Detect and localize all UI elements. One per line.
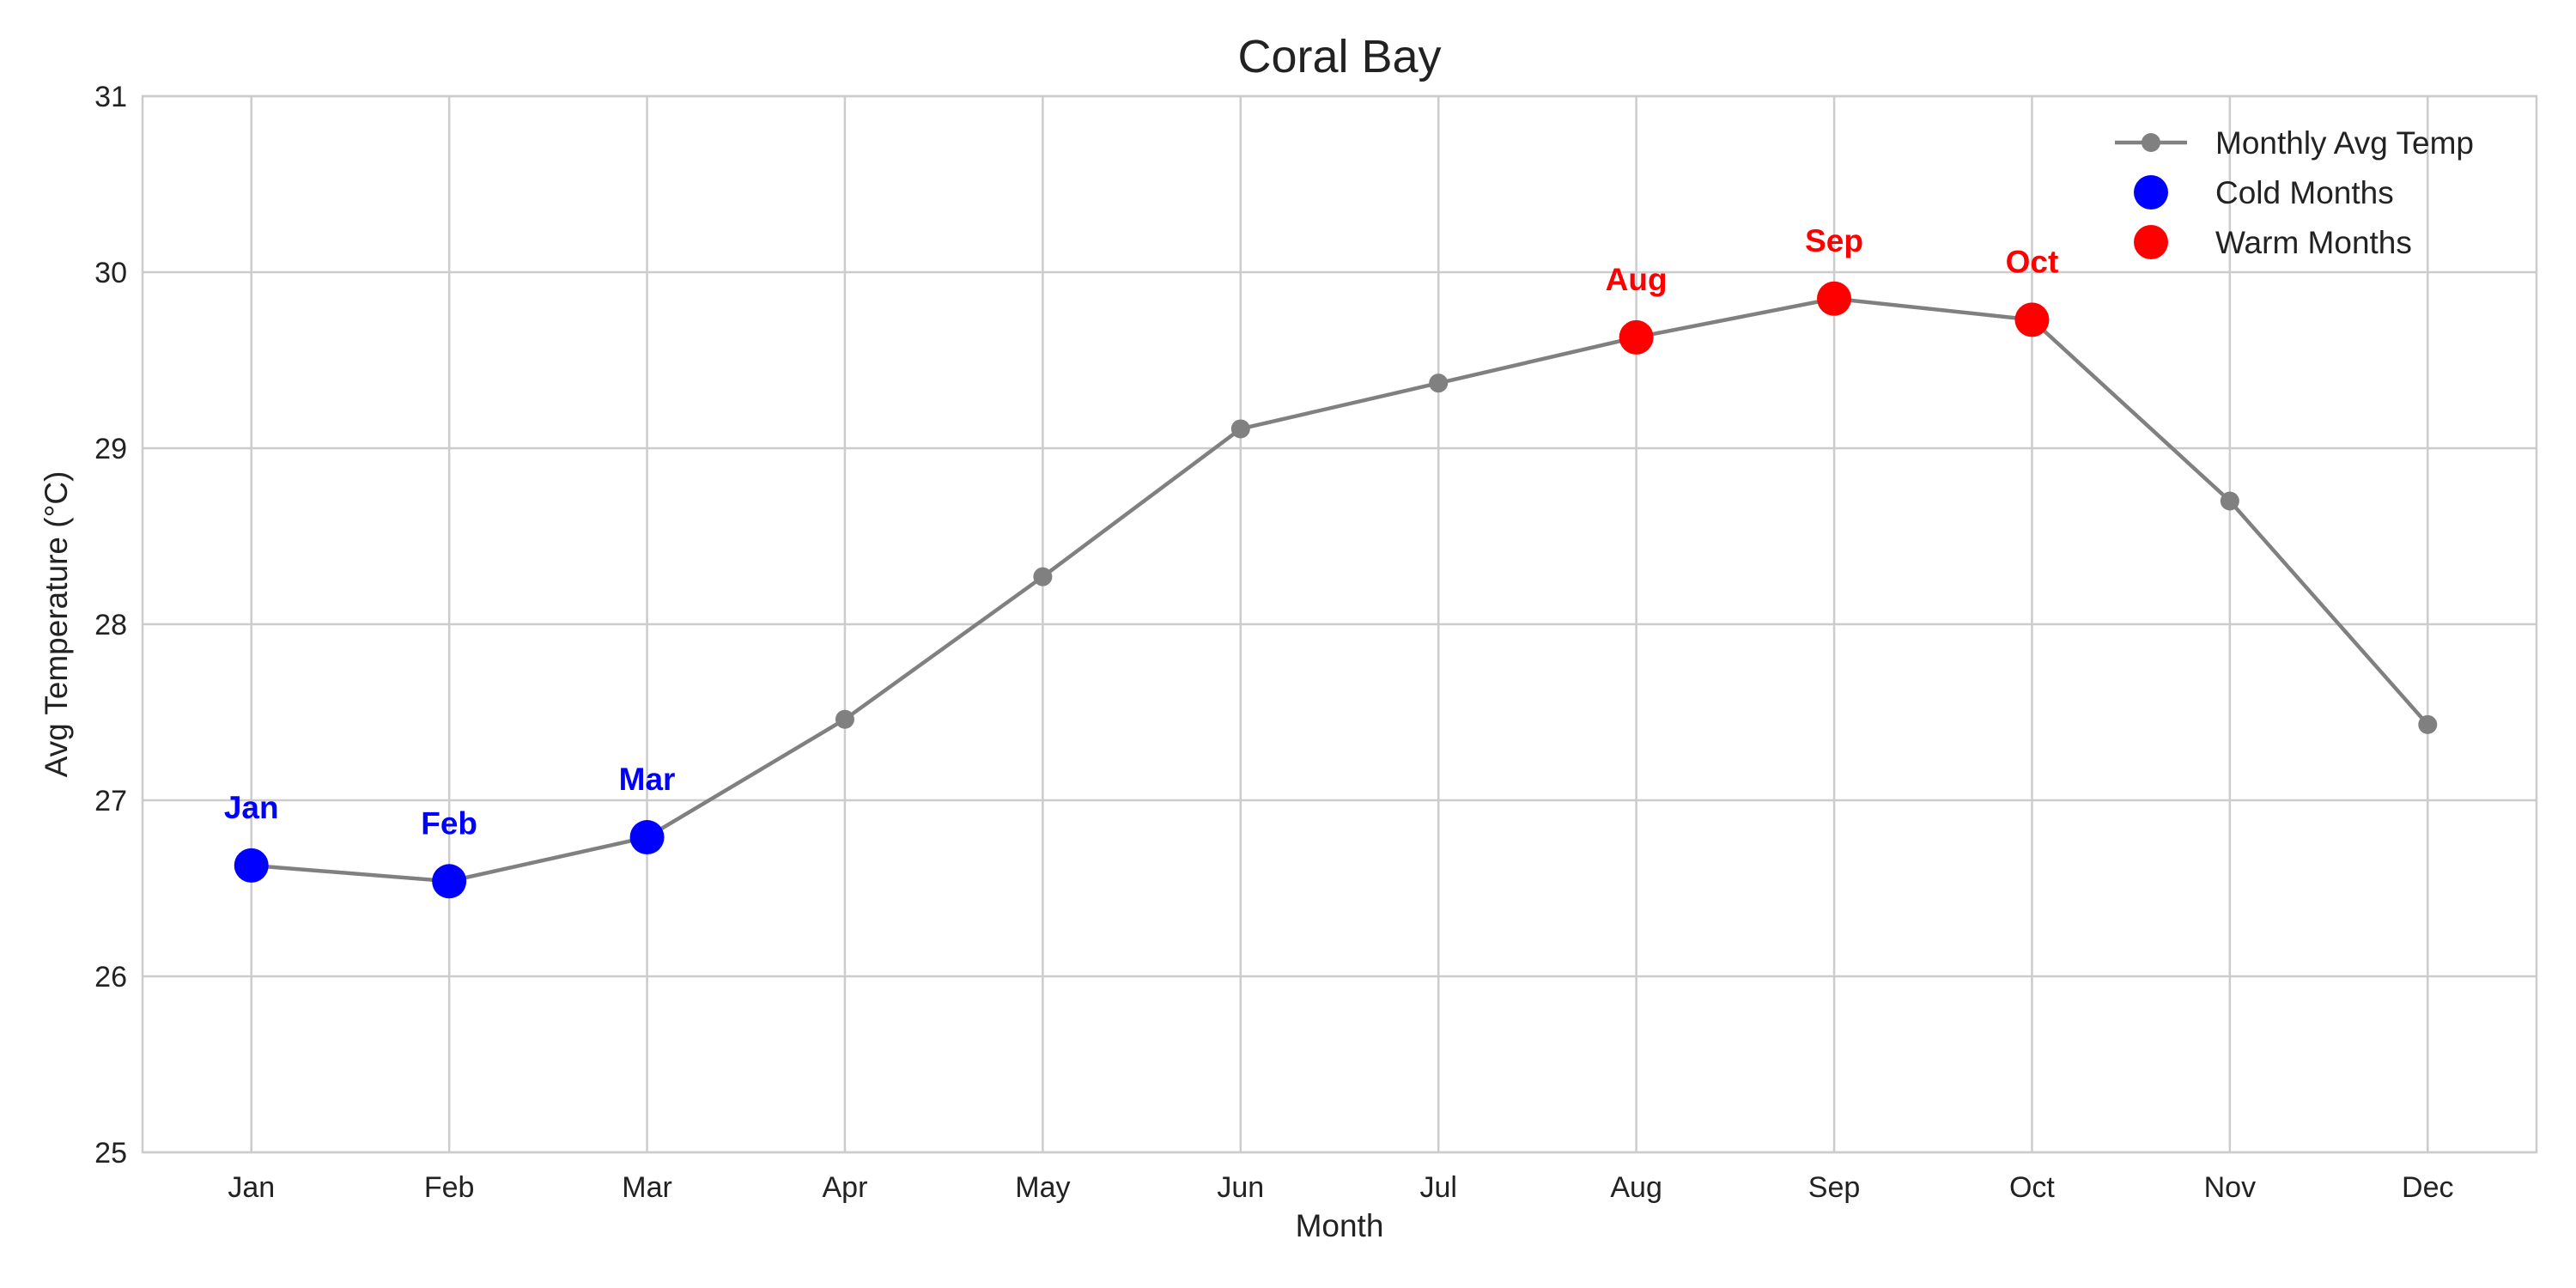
y-tick-label: 29 <box>94 433 127 465</box>
chart-title: Coral Bay <box>1237 31 1441 82</box>
y-tick-label: 28 <box>94 609 127 641</box>
legend-label: Monthly Avg Temp <box>2215 125 2474 161</box>
data-point <box>1230 419 1250 439</box>
point-annotation: Aug <box>1606 262 1668 297</box>
y-axis-ticks: 25 26 27 28 29 30 31 <box>94 81 127 1170</box>
legend: Monthly Avg Temp Cold Months Warm Months <box>2115 125 2474 260</box>
legend-label: Cold Months <box>2215 175 2394 210</box>
y-tick-label: 27 <box>94 785 127 817</box>
y-tick-label: 26 <box>94 961 127 993</box>
highlight-point <box>629 820 665 855</box>
legend-marker-swatch <box>2134 175 2168 210</box>
x-tick-label: Sep <box>1808 1171 1861 1204</box>
x-axis-ticks: Jan Feb Mar Apr May Jun Jul Aug Sep Oct Nov Dec <box>228 1171 2453 1204</box>
highlight-layer <box>234 281 2050 899</box>
x-tick-label: Dec <box>2402 1171 2453 1204</box>
x-tick-label: Aug <box>1610 1171 1662 1204</box>
data-point <box>835 709 854 729</box>
data-point <box>2418 714 2438 734</box>
y-tick-label: 31 <box>94 81 127 113</box>
y-tick-label: 25 <box>94 1137 127 1170</box>
legend-label: Warm Months <box>2215 225 2412 260</box>
point-annotation: Mar <box>619 762 676 797</box>
x-tick-label: Jul <box>1419 1171 1456 1204</box>
x-tick-label: Jun <box>1217 1171 1264 1204</box>
legend-marker-swatch <box>2134 225 2168 259</box>
data-point <box>1429 374 1449 393</box>
x-tick-label: Nov <box>2204 1171 2256 1204</box>
point-annotation: Feb <box>421 805 477 841</box>
point-annotation: Sep <box>1805 223 1863 258</box>
legend-marker-swatch <box>2142 133 2160 152</box>
x-tick-label: Mar <box>622 1171 672 1204</box>
annotation-layer: Jan Feb Mar Aug Sep Oct <box>224 223 2058 841</box>
point-annotation: Oct <box>2006 244 2059 279</box>
y-tick-label: 30 <box>94 257 127 289</box>
highlight-point <box>1619 319 1654 355</box>
plot-frame <box>141 94 2538 1154</box>
x-tick-label: May <box>1015 1171 1070 1204</box>
x-tick-label: Jan <box>228 1171 275 1204</box>
x-axis-label: Month <box>1296 1208 1384 1243</box>
highlight-point <box>432 864 467 899</box>
highlight-point <box>1817 281 1852 316</box>
point-annotation: Jan <box>224 790 279 825</box>
grid <box>143 94 2537 1154</box>
series-line <box>251 296 2429 884</box>
data-point <box>1033 567 1053 586</box>
highlight-point <box>234 848 269 883</box>
y-axis-label: Avg Temperature (°C) <box>39 471 74 778</box>
x-tick-label: Apr <box>823 1171 868 1204</box>
highlight-point <box>2014 302 2050 337</box>
x-tick-label: Feb <box>424 1171 475 1204</box>
data-point <box>2220 491 2239 511</box>
x-tick-label: Oct <box>2009 1171 2055 1204</box>
